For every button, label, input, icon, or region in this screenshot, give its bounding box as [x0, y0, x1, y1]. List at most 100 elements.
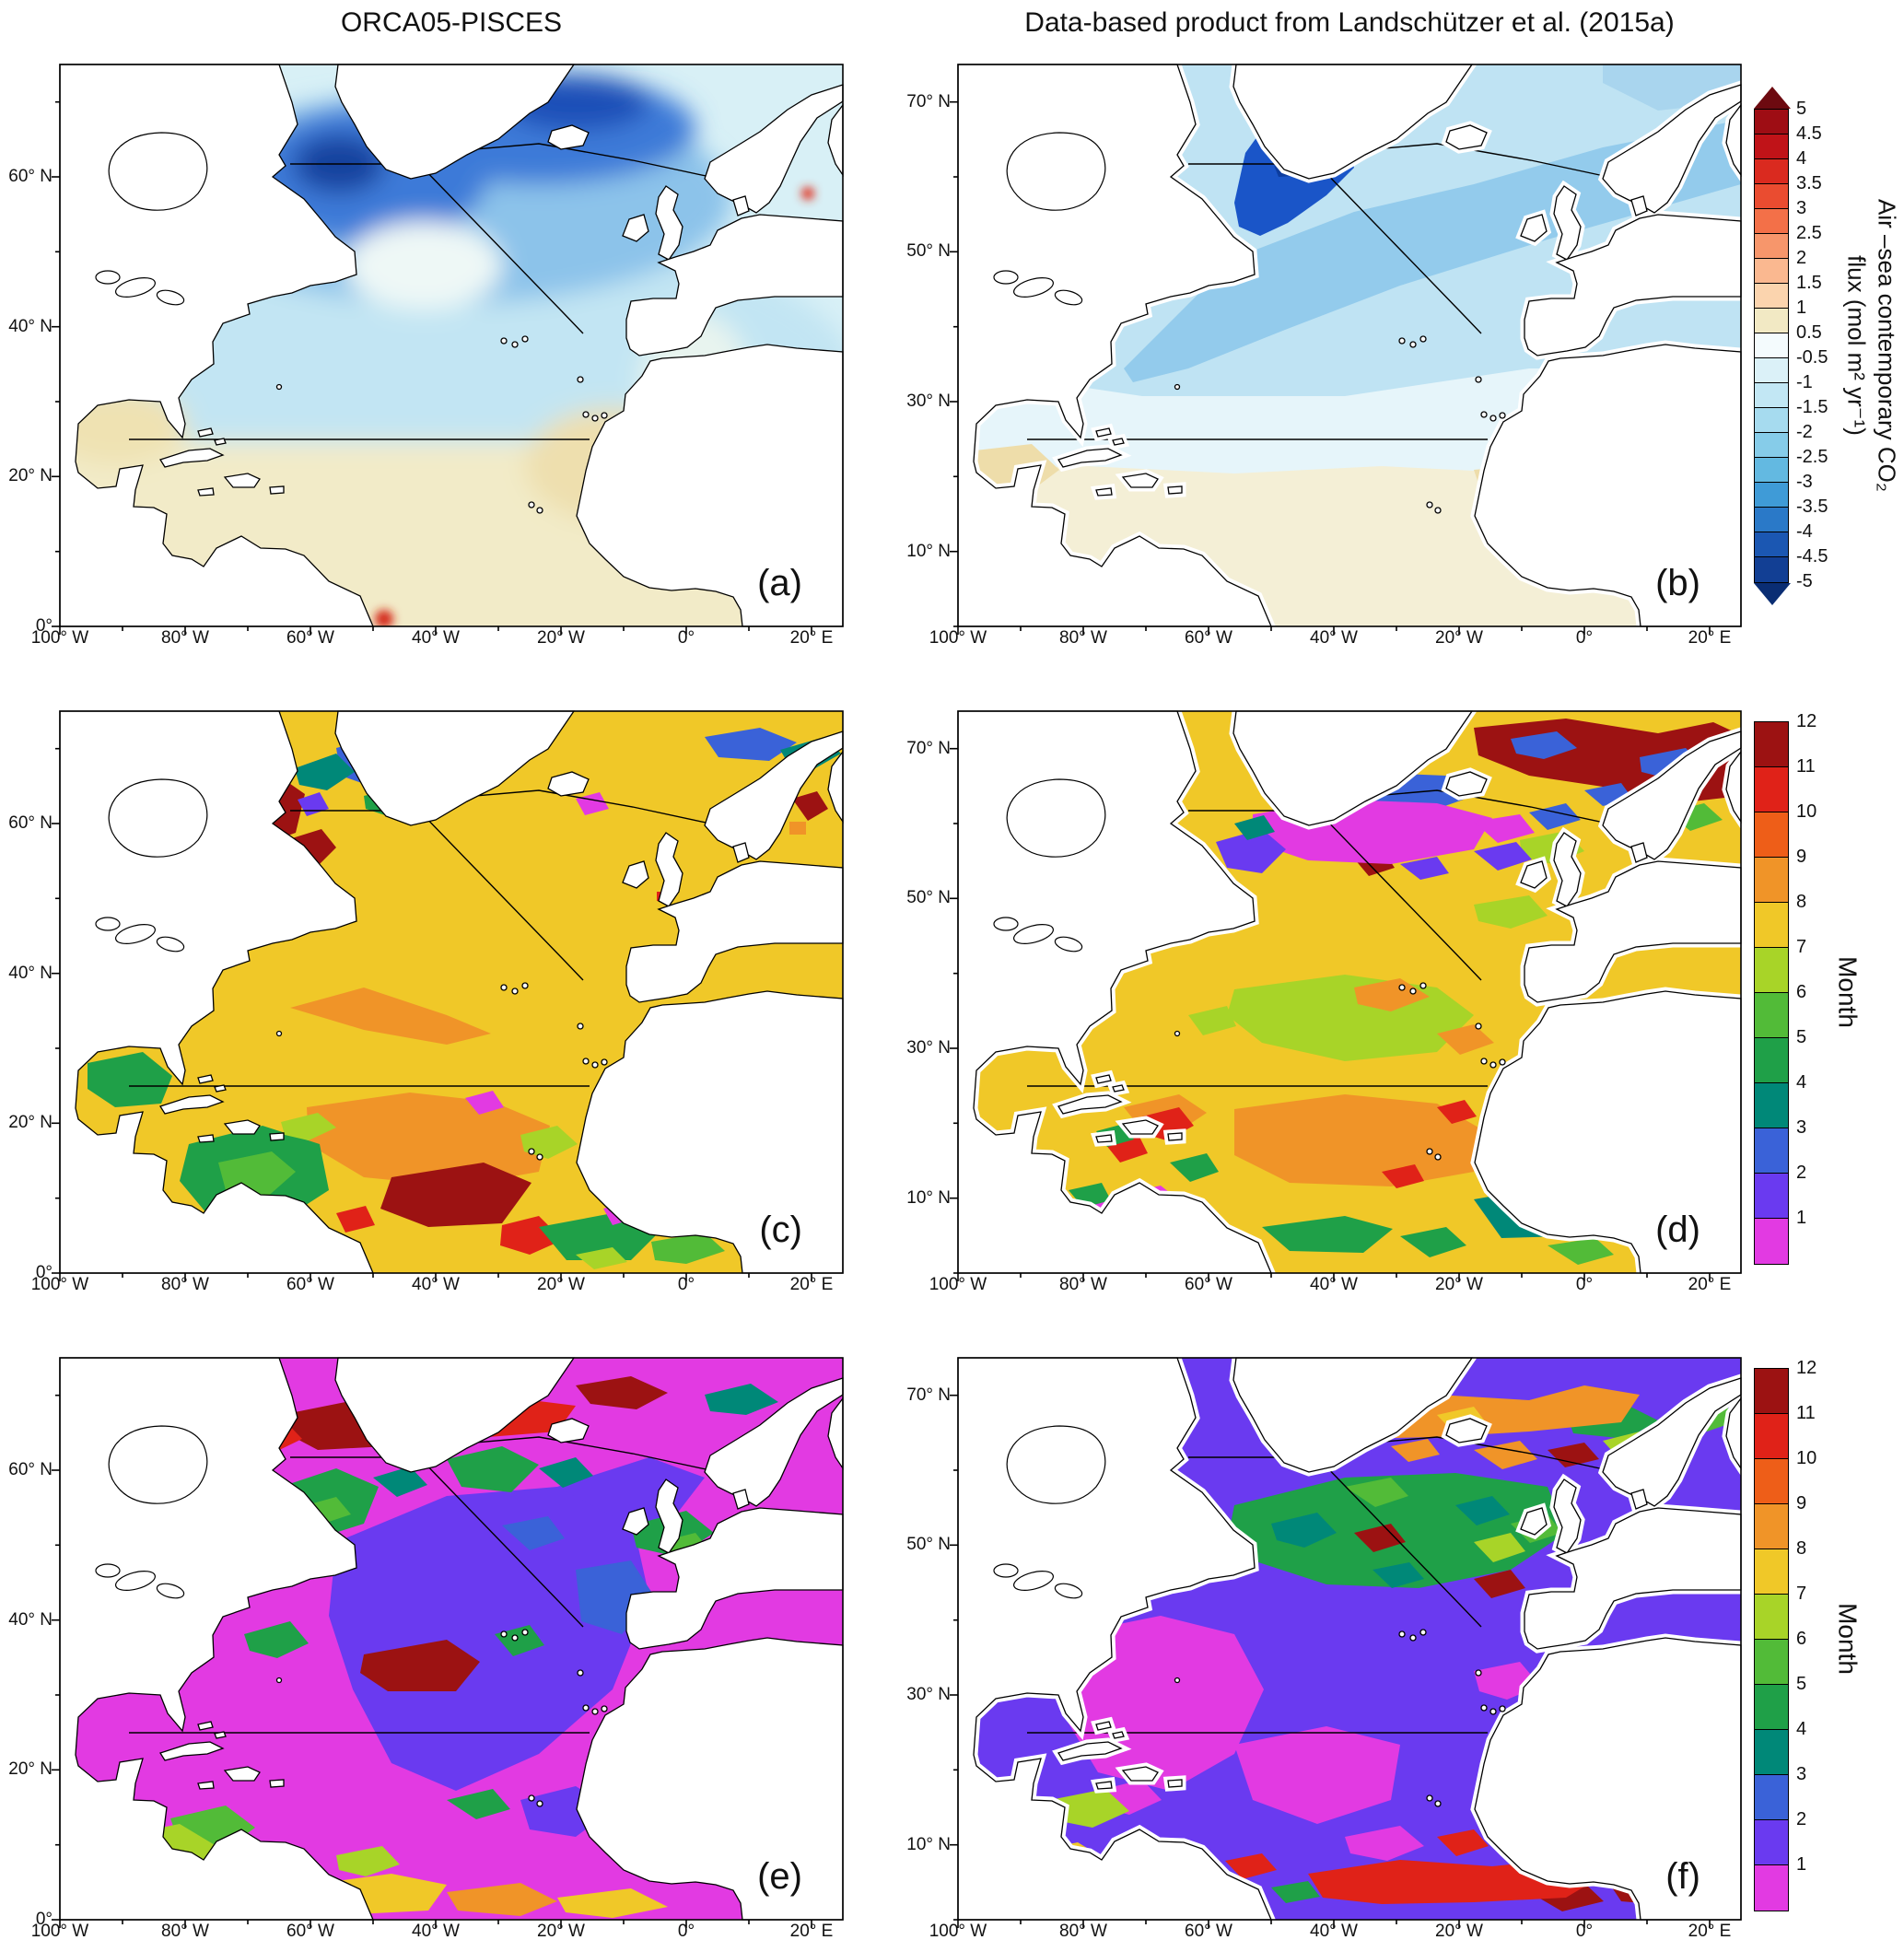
- column-title-model: ORCA05-PISCES: [340, 7, 563, 38]
- x-axis-label: 20° E: [789, 1922, 834, 1940]
- x-axis-label: 20° E: [1688, 628, 1732, 648]
- colorbar-cell: [1755, 767, 1788, 812]
- colorbar-tick-label: 12: [1796, 711, 1817, 731]
- colorbar-cell: [1755, 1730, 1788, 1775]
- colorbar-tick-label: -3.5: [1796, 497, 1828, 517]
- colorbar-cell: [1755, 483, 1788, 508]
- x-axis-label: 20° W: [1435, 1922, 1483, 1940]
- panel-e: 60° N 40° N 20° N 0° 100° W 80° W 60° W 40° W 2…: [8, 1357, 844, 1940]
- colorbar-tick-label: -3: [1796, 472, 1813, 492]
- x-axis-label: 60° W: [286, 628, 334, 648]
- panel-c: 60° N 40° N 20° N 0° 100° W 80° W 60° W 40° W 2…: [8, 710, 844, 1294]
- x-axis-label: 100° W: [30, 628, 89, 648]
- colorbar-month-title-1: Month: [1833, 956, 1863, 1028]
- colorbar-cell: [1755, 159, 1788, 184]
- colorbar-cell: [1755, 259, 1788, 284]
- colorbar-tick-label: 3: [1796, 1117, 1807, 1138]
- colorbar-tick-label: 0.5: [1796, 322, 1822, 343]
- y-axis-label: 40° N: [8, 1610, 53, 1630]
- colorbar-cell: [1755, 309, 1788, 333]
- x-axis-label: 0°: [1575, 1922, 1594, 1940]
- colorbar-tick-label: 7: [1796, 937, 1807, 957]
- colorbar-cell: [1755, 1414, 1788, 1459]
- y-axis-label: 40° N: [8, 964, 53, 983]
- colorbar-cell: [1755, 508, 1788, 532]
- colorbar-tick-label: -0.5: [1796, 347, 1828, 368]
- y-axis-label: 30° N: [906, 392, 951, 411]
- colorbar-cell: [1755, 284, 1788, 309]
- x-axis-label: 20° W: [1435, 1275, 1483, 1294]
- x-axis: 100° W 80° W 60° W 40° W 20° W 0° 20° E: [929, 628, 1741, 652]
- x-axis-label: 40° W: [412, 1922, 460, 1940]
- colorbar-arrow-up: [1754, 87, 1791, 109]
- colorbar-cell: [1755, 812, 1788, 858]
- colorbar-flux-cells: [1754, 109, 1789, 583]
- x-axis-label: 60° W: [1185, 1922, 1232, 1940]
- y-axis-label: 60° N: [8, 167, 53, 186]
- x-axis-label: 80° W: [1059, 1275, 1107, 1294]
- x-axis-label: 20° E: [1688, 1275, 1732, 1294]
- y-axis-label: 70° N: [906, 1385, 951, 1405]
- x-axis-label: 20° W: [537, 628, 585, 648]
- x-axis-label: 80° W: [161, 1275, 209, 1294]
- colorbar-cell: [1755, 557, 1788, 582]
- x-axis-label: 20° W: [537, 1275, 585, 1294]
- colorbar-tick-label: 1.5: [1796, 273, 1822, 293]
- map-b-flux-observed: [949, 64, 1741, 636]
- x-axis-label: 100° W: [30, 1275, 89, 1294]
- colorbar-cell: [1755, 948, 1788, 993]
- colorbar-month-title-2: Month: [1833, 1603, 1863, 1675]
- colorbar-tick-label: 4.5: [1796, 123, 1822, 144]
- y-axis: 60° N 40° N 20° N 0°: [0, 711, 56, 1282]
- colorbar-cell: [1755, 1219, 1788, 1264]
- x-axis: 100° W 80° W 60° W 40° W 20° W 0° 20° E: [31, 1275, 843, 1299]
- y-axis-label: 0°: [35, 616, 53, 636]
- colorbar-cell: [1755, 532, 1788, 557]
- x-axis-label: 20° W: [1435, 628, 1483, 648]
- y-axis: 70° N 50° N 30° N 10° N: [894, 711, 954, 1273]
- x-axis-label: 60° W: [286, 1922, 334, 1940]
- y-axis-label: 50° N: [906, 888, 951, 907]
- colorbar-cell: [1755, 209, 1788, 234]
- x-axis-label: 0°: [1575, 628, 1594, 648]
- y-axis-label: 0°: [35, 1263, 53, 1282]
- colorbar-cell: [1755, 358, 1788, 383]
- column-title-observations: Data-based product from Landschützer et …: [1024, 7, 1675, 38]
- colorbar-flux: 5 4.5 4 3.5 3 2.5 2 1.5 1 0.5 -0.5 -1 -1.5 -2 -2.5 -3 -3…: [1754, 87, 1828, 605]
- y-axis-label: 50° N: [906, 241, 951, 261]
- colorbar-tick-label: -4: [1796, 521, 1813, 542]
- y-axis: 60° N 40° N 20° N 0°: [0, 1358, 56, 1929]
- x-axis: 100° W 80° W 60° W 40° W 20° W 0° 20° E: [929, 1922, 1741, 1940]
- colorbar-tick-label: 5: [1796, 1027, 1807, 1047]
- x-axis-label: 100° W: [929, 628, 987, 648]
- colorbar-tick-label: -2: [1796, 422, 1813, 442]
- y-axis-label: 30° N: [906, 1038, 951, 1058]
- colorbar-tick-label: 11: [1796, 1403, 1816, 1423]
- y-axis-label: 20° N: [8, 1759, 53, 1779]
- colorbar-cell: [1755, 1775, 1788, 1820]
- colorbar-tick-label: 10: [1796, 1448, 1817, 1468]
- colorbar-cell: [1755, 1128, 1788, 1174]
- colorbar-cell: [1755, 1369, 1788, 1414]
- colorbar-tick-label: 8: [1796, 1538, 1807, 1559]
- x-axis-label: 0°: [677, 1922, 695, 1940]
- x-axis-label: 80° W: [161, 628, 209, 648]
- colorbar-tick-label: 1: [1796, 1854, 1807, 1875]
- colorbar-tick-label: 4: [1796, 1072, 1807, 1093]
- colorbar-cell: [1755, 1549, 1788, 1595]
- y-axis-label: 0°: [35, 1910, 53, 1929]
- map-f-month-observed: [949, 1358, 1741, 1929]
- colorbar-cell: [1755, 1595, 1788, 1640]
- colorbar-cell: [1755, 1083, 1788, 1128]
- colorbar-month-2: 12 11 10 9 8 7 6 5 4 3 2 1: [1754, 1358, 1816, 1911]
- colorbar-cell: [1755, 903, 1788, 948]
- y-axis-label: 40° N: [8, 317, 53, 336]
- panel-label-f: (f): [1665, 1856, 1700, 1897]
- colorbar-tick-label: 2: [1796, 1163, 1807, 1183]
- y-axis-label: 60° N: [8, 1460, 53, 1479]
- colorbar-cell: [1755, 433, 1788, 458]
- colorbar-tick-label: 6: [1796, 1629, 1807, 1649]
- x-axis-label: 80° W: [1059, 1922, 1107, 1940]
- y-axis-label: 30° N: [906, 1685, 951, 1704]
